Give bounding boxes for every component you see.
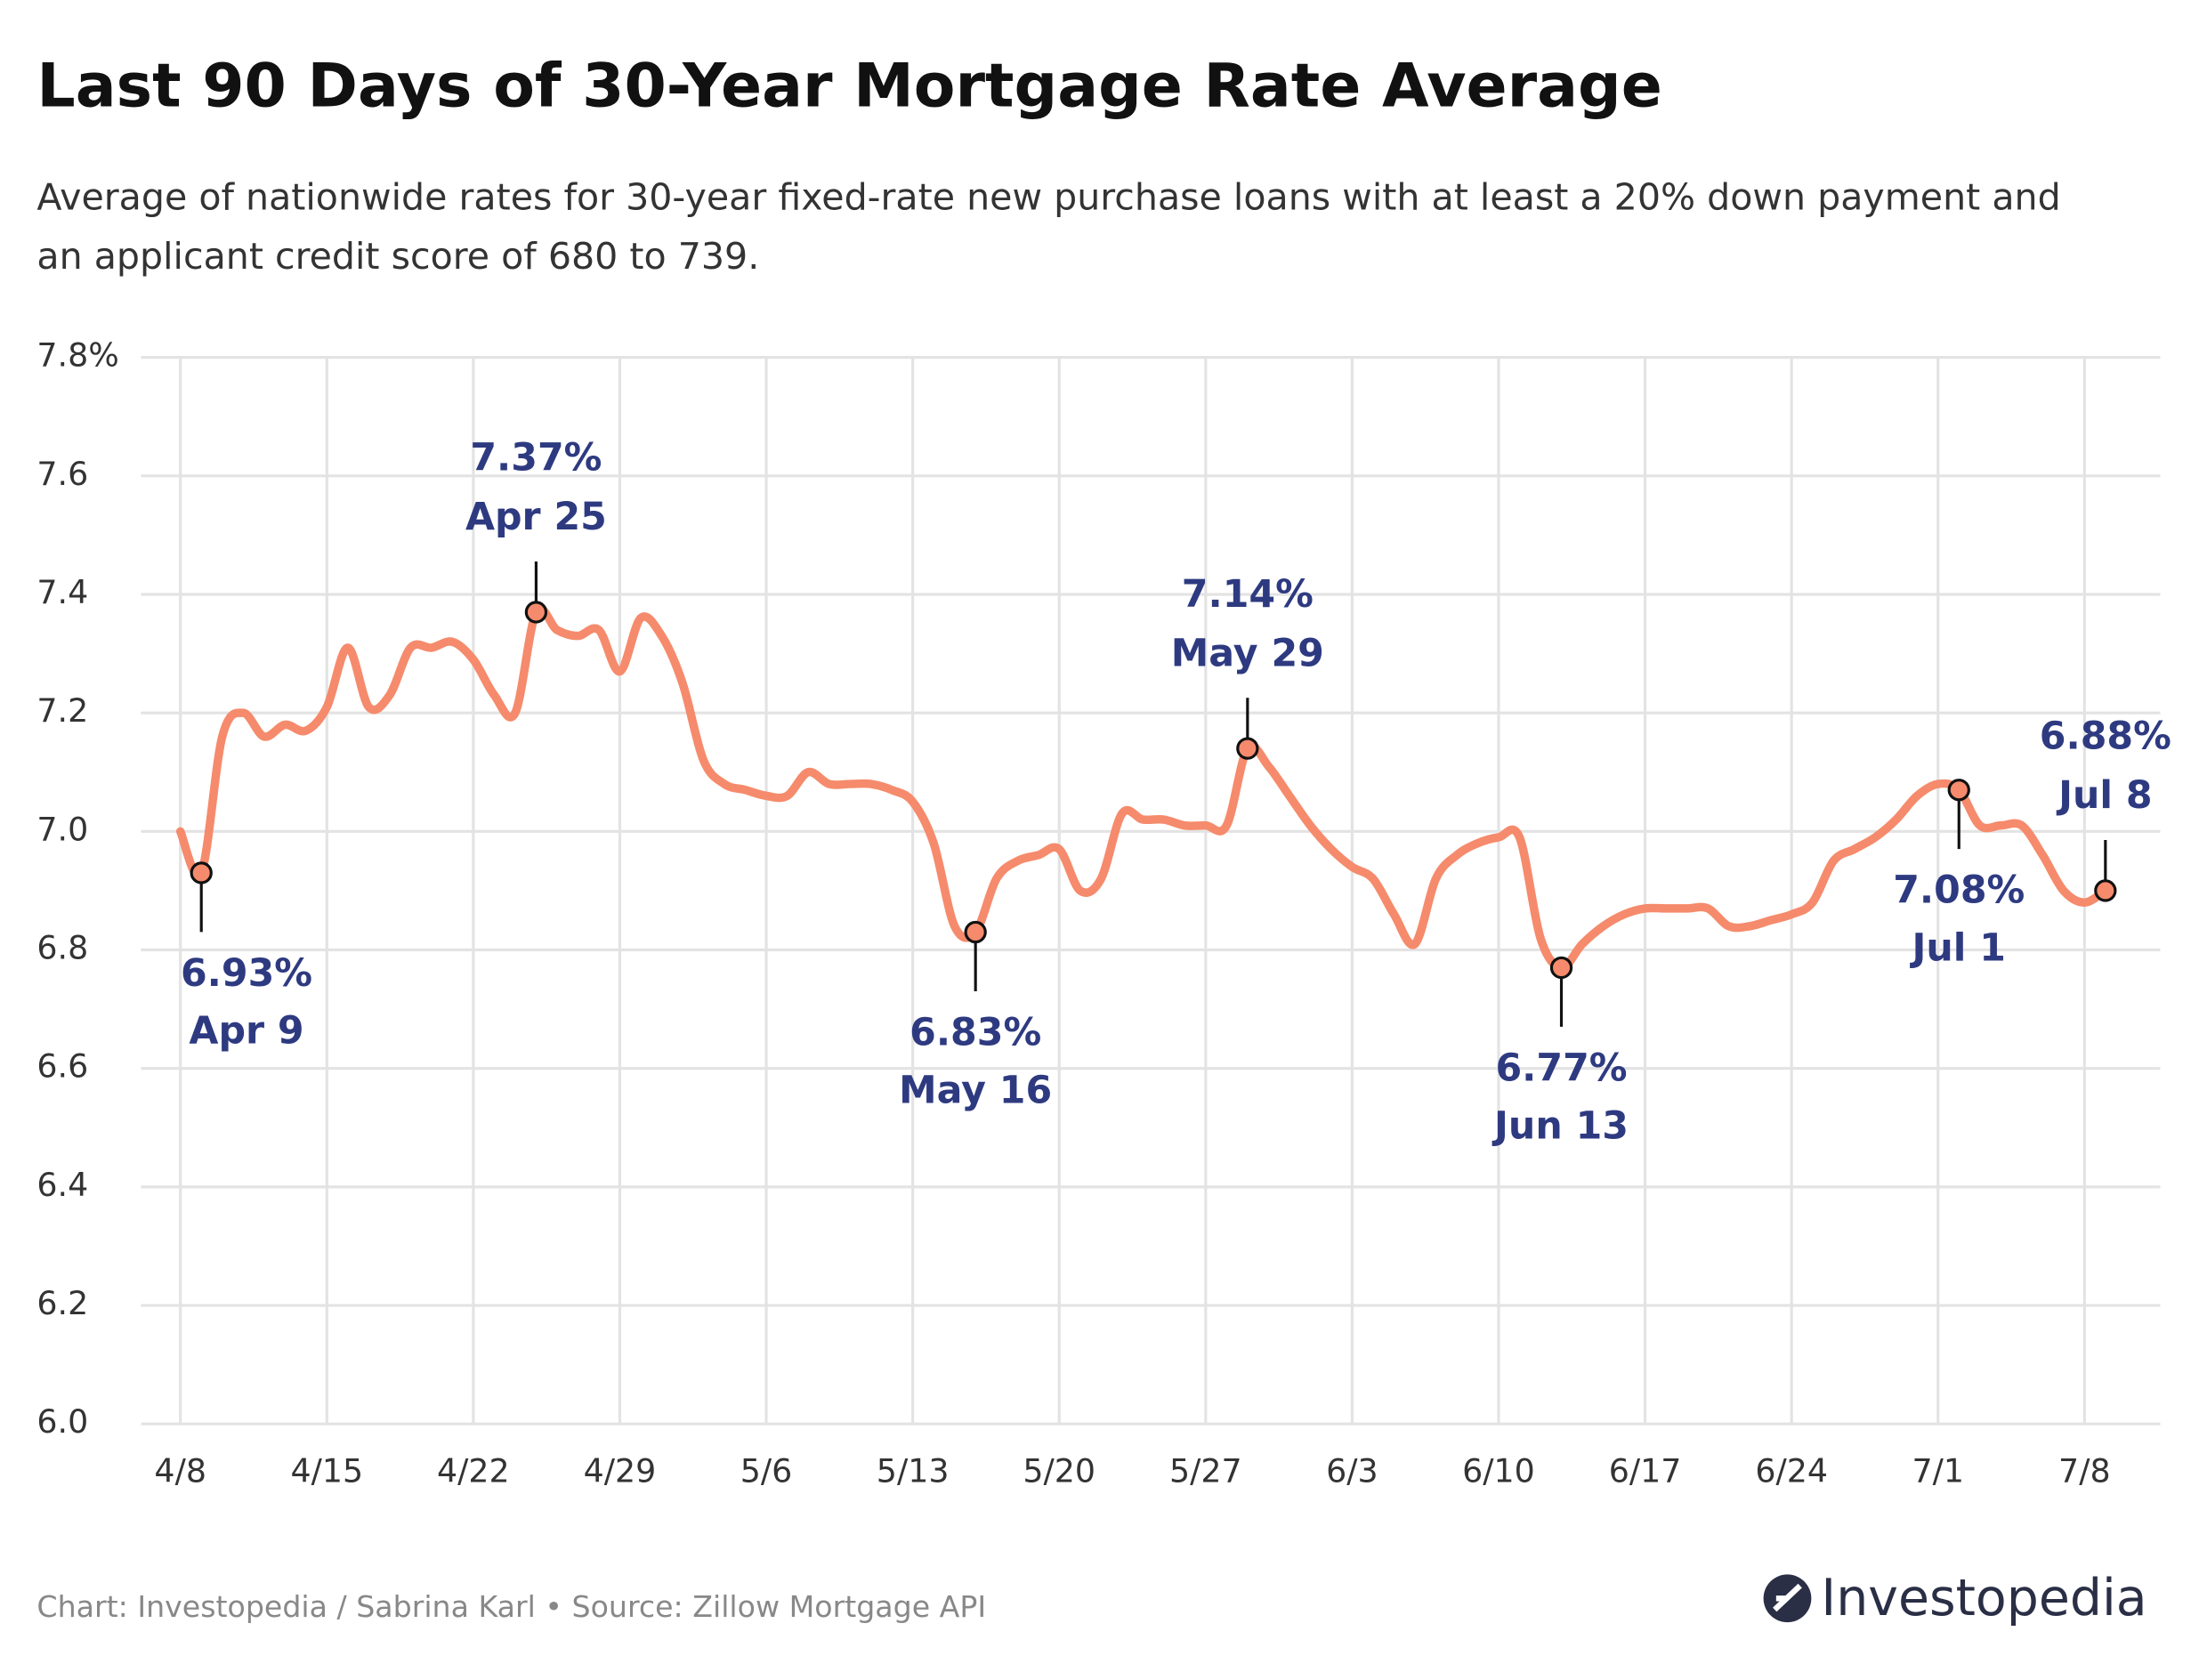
- chart-title: Last 90 Days of 30-Year Mortgage Rate Av…: [36, 52, 1661, 122]
- x-tick-label: 5/27: [1169, 1452, 1242, 1490]
- y-tick-label: 7.4: [36, 573, 88, 611]
- value-label: 7.14%: [1182, 572, 1314, 617]
- point-label: Apr 9: [189, 1009, 303, 1054]
- chart-subtitle: Average of nationwide rates for 30-year …: [36, 177, 2061, 279]
- x-tick-label: 5/6: [740, 1452, 793, 1490]
- highlight-point: [2094, 879, 2117, 902]
- x-tick-label: 6/17: [1609, 1452, 1682, 1490]
- y-tick-label: 7.0: [36, 810, 88, 848]
- x-tick-label: 6/10: [1462, 1452, 1535, 1490]
- x-tick-label: 6/24: [1755, 1452, 1828, 1490]
- y-tick-label: 7.2: [36, 691, 88, 730]
- rate-line: [175, 604, 2110, 973]
- highlight-point: [1549, 956, 1573, 980]
- x-tick-label: 5/13: [877, 1452, 950, 1490]
- value-label: 6.88%: [2040, 715, 2171, 759]
- y-tick-label: 6.4: [36, 1166, 88, 1204]
- x-tick-label: 5/20: [1023, 1452, 1095, 1490]
- value-label: 6.83%: [909, 1010, 1041, 1054]
- x-tick-label: 4/22: [437, 1452, 510, 1490]
- logo-text: Investopedia: [1821, 1569, 2146, 1628]
- point-label: Apr 25: [465, 495, 607, 539]
- highlight-point: [964, 920, 987, 944]
- x-tick-label: 4/8: [154, 1452, 206, 1490]
- logo: Investopedia: [1763, 1569, 2147, 1628]
- x-tick-label: 4/29: [584, 1452, 657, 1490]
- y-tick-label: 6.8: [36, 929, 88, 967]
- subtitle-box: Average of nationwide rates for 30-year …: [36, 177, 2061, 279]
- point-label: Jul 1: [1910, 925, 2006, 970]
- value-label: 6.77%: [1495, 1046, 1627, 1090]
- point-label: Jun 13: [1492, 1103, 1629, 1148]
- point-label: May 29: [1171, 631, 1324, 675]
- source-note: Chart: Investopedia / Sabrina Karl • Sou…: [36, 1589, 986, 1624]
- y-tick-label: 6.0: [36, 1402, 88, 1441]
- value-label: 6.93%: [181, 951, 312, 996]
- point-label: May 16: [899, 1068, 1052, 1112]
- plot-area: 6.0 6.2 6.4 6.6 6.8 7.0 7.2 7.4 7.6 7.8% 4/8 4/15 4/…: [36, 336, 2171, 1490]
- y-tick-label: 7.6: [36, 455, 88, 493]
- y-tick-label: 7.8%: [36, 336, 118, 375]
- value-label: 7.37%: [470, 436, 602, 481]
- value-label: 7.08%: [1893, 868, 2025, 913]
- x-tick-label: 4/15: [290, 1452, 363, 1490]
- highlight-point: [1947, 779, 1970, 802]
- highlight-point: [1236, 737, 1259, 760]
- logo-icon-mark: [1773, 1583, 1802, 1612]
- x-tick-label: 7/8: [2058, 1452, 2111, 1490]
- y-tick-label: 6.2: [36, 1284, 88, 1322]
- point-label: Jul 8: [2056, 773, 2152, 818]
- highlight-point: [190, 861, 213, 884]
- y-tick-label: 6.6: [36, 1047, 88, 1086]
- x-tick-label: 6/3: [1326, 1452, 1378, 1490]
- highlight-point: [524, 601, 548, 624]
- x-tick-label: 7/1: [1912, 1452, 1964, 1490]
